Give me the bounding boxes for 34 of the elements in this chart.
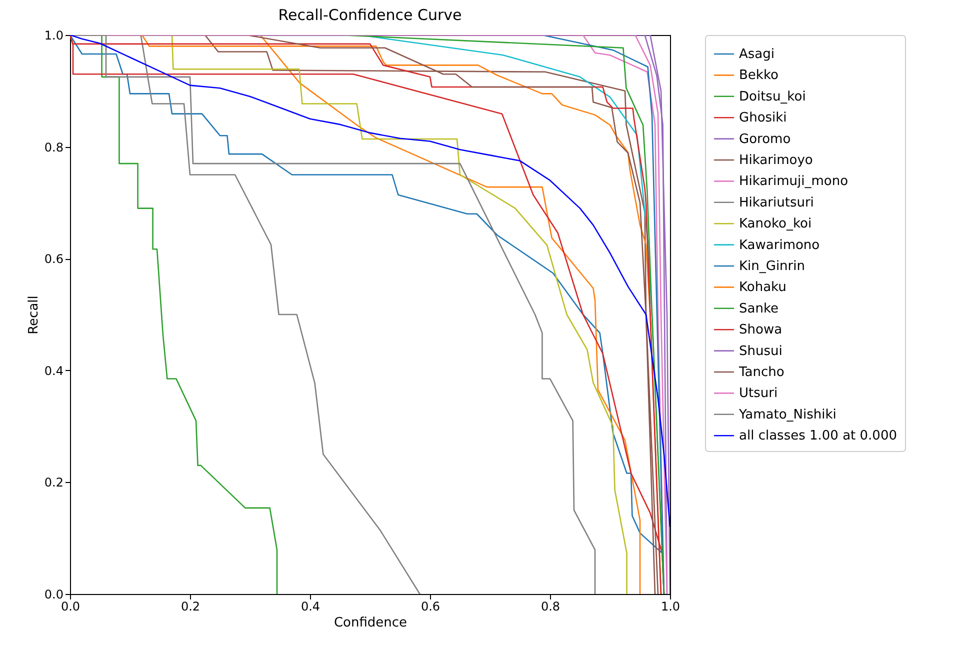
legend-label: Shusui — [739, 344, 782, 359]
legend-label: Doitsu_koi — [739, 89, 806, 104]
legend-label: Bekko — [739, 68, 779, 84]
legend-label: Hikarimoyo — [739, 153, 813, 168]
legend-label: Kawarimono — [739, 238, 820, 253]
y-axis-title: Recall — [26, 296, 42, 334]
legend-label: Asagi — [739, 47, 774, 62]
x-axis-title: Confidence — [334, 616, 408, 630]
y-tick-label: 0.8 — [44, 140, 64, 154]
y-tick-label: 0.4 — [44, 364, 64, 378]
legend-label: Utsuri — [739, 386, 778, 402]
legend-label: all classes 1.00 at 0.000 — [739, 428, 897, 444]
x-tick-label: 0.8 — [540, 600, 560, 614]
legend-label: Hikariutsuri — [739, 195, 814, 210]
x-tick-label: 0.2 — [180, 600, 200, 614]
legend-label: Goromo — [739, 132, 791, 147]
x-tick-label: 0.4 — [300, 600, 320, 614]
legend-label: Tancho — [738, 365, 784, 380]
y-tick-label: 0.6 — [44, 252, 64, 266]
y-tick-label: 1.0 — [44, 28, 64, 42]
legend-label: Kin_Ginrin — [739, 259, 805, 274]
legend-label: Hikarimuji_mono — [739, 174, 848, 190]
x-tick-label: 1.0 — [660, 600, 680, 614]
legend-label: Sanke — [739, 301, 779, 316]
legend-label: Kanoko_koi — [739, 216, 812, 232]
legend-label: Showa — [739, 322, 782, 338]
y-tick-label: 0.2 — [44, 476, 64, 490]
x-tick-label: 0.6 — [420, 600, 440, 614]
legend-label: Kohaku — [739, 280, 786, 296]
x-tick-label: 0.0 — [60, 600, 80, 614]
chart-title: Recall-Confidence Curve — [278, 6, 462, 24]
y-tick-label: 0.0 — [44, 588, 64, 602]
legend-label: Yamato_Nishiki — [738, 407, 836, 422]
legend-label: Ghosiki — [739, 110, 787, 126]
